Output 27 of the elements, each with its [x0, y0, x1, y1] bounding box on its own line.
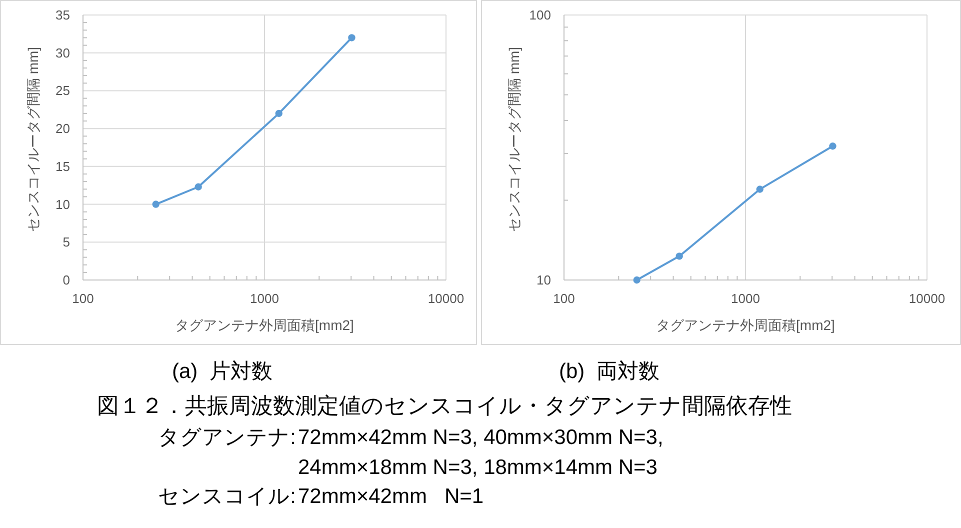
y-tick-label: 35 [56, 8, 70, 22]
x-tick-label: 10000 [428, 291, 464, 306]
y-tick-label: 25 [56, 83, 70, 98]
y-tick-label: 5 [62, 234, 70, 250]
y-tick-label: 15 [56, 158, 70, 174]
x-tick-label: 100 [72, 291, 94, 306]
text: (b) 両対数 [559, 360, 660, 383]
x-tick-label: 1000 [731, 291, 760, 306]
x-tick-label: 10000 [908, 291, 946, 306]
text: (a) 片対数 [172, 360, 272, 383]
y-tick-label: 20 [56, 121, 70, 136]
y-tick-label: 0 [62, 272, 70, 288]
text: 72mm×42mm N=1 [298, 485, 484, 508]
text: タグアンテナ: [158, 426, 296, 449]
y-axis-title: センスコイルータグ間隔 mm] [25, 46, 41, 232]
y-tick-label: 30 [56, 45, 70, 60]
text: 24mm×18mm N=3, 18mm×14mm N=3 [298, 456, 658, 479]
y-axis-title: センスコイルータグ間隔 mm] [506, 46, 522, 232]
x-tick-label: 100 [553, 291, 575, 306]
y-tick-label: 10 [56, 196, 70, 212]
x-axis-title: タグアンテナ外周面積[mm2] [656, 317, 835, 333]
x-tick-label: 1000 [250, 291, 279, 306]
text: センスコイル: [158, 485, 296, 508]
x-axis-title: タグアンテナ外周面積[mm2] [175, 317, 354, 333]
y-tick-label: 10 [536, 272, 551, 288]
text: 図１２．共振周波数測定値のセンスコイル・タグアンテナ間隔依存性 [97, 393, 792, 418]
text: 72mm×42mm N=3, 40mm×30mm N=3, [298, 426, 664, 449]
